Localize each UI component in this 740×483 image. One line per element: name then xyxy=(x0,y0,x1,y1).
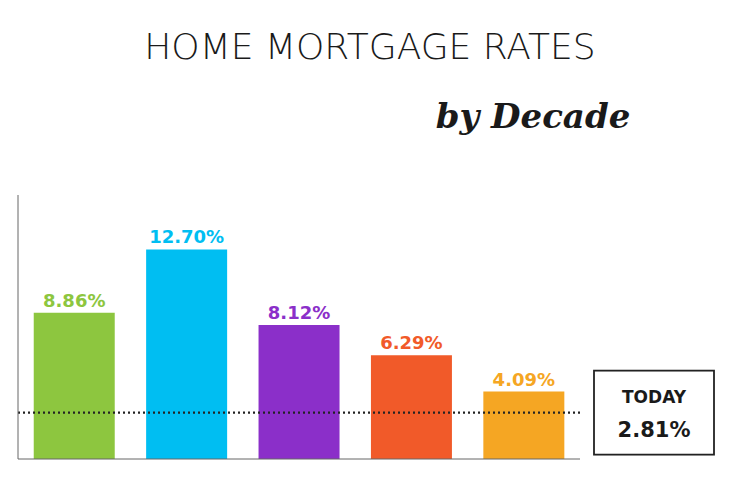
svg-text:6.29%: 6.29% xyxy=(380,332,442,353)
svg-text:TODAY: TODAY xyxy=(622,387,687,407)
svg-text:4.09%: 4.09% xyxy=(493,369,555,390)
svg-text:8.86%: 8.86% xyxy=(43,290,105,311)
html-text:HOME MORTGAGE RATES: HOME MORTGAGE RATES xyxy=(144,26,596,67)
svg-text:12.70%: 12.70% xyxy=(149,226,224,247)
svg-text:8.12%: 8.12% xyxy=(268,302,330,323)
html-text:by Decade: by Decade xyxy=(435,96,631,136)
svg-text:2.81%: 2.81% xyxy=(618,418,691,442)
